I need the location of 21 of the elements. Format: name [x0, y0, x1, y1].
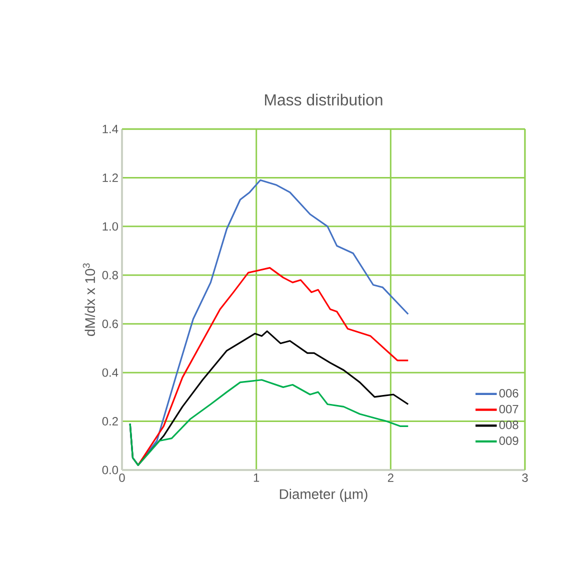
x-tick-label: 3 — [522, 474, 528, 482]
y-tick-label: 0.4 — [102, 368, 118, 377]
y-tick-label: 1.2 — [102, 174, 118, 182]
y-tick-label: 0.6 — [102, 320, 118, 328]
y-tick-label: 1.0 — [102, 222, 118, 231]
y-tick-label: 1.4 — [102, 124, 118, 134]
y-tick-label: 0.2 — [102, 417, 118, 426]
legend-label: 008 — [499, 420, 518, 430]
x-tick-label: 0 — [119, 474, 125, 482]
legend-label: 007 — [499, 404, 518, 414]
x-axis-title: Diameter (µm) — [280, 488, 368, 502]
y-tick-label: 0.8 — [102, 270, 118, 280]
y-axis-title: dM/dx x 10$^{3}$ — [82, 263, 96, 336]
line-series — [137, 267, 409, 466]
x-tick-label: 2 — [388, 474, 394, 482]
x-tick-label: 1 — [254, 474, 260, 482]
chart-title: Mass distribution — [265, 94, 382, 106]
y-tick-label: 0.0 — [102, 466, 118, 474]
legend-label: 006 — [499, 389, 518, 398]
line-series — [129, 379, 409, 466]
legend-label: 009 — [499, 436, 518, 445]
